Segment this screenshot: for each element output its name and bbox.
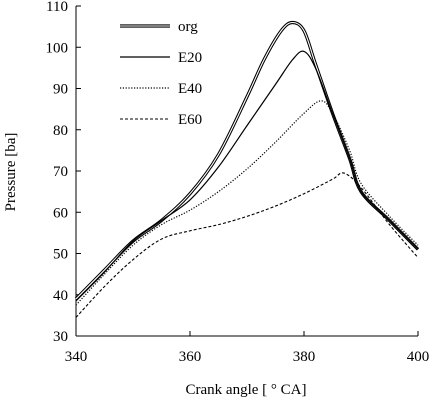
y-tick-label: 100	[46, 40, 69, 56]
legend-label-e40: E40	[178, 81, 202, 97]
legend: org E20 E40 E60	[120, 19, 202, 128]
y-tick-label: 110	[46, 0, 68, 15]
legend-label-e60: E60	[178, 112, 202, 128]
axes	[75, 6, 418, 337]
y-tick-label: 60	[53, 205, 68, 221]
series-line-e40	[75, 100, 419, 306]
legend-label-org: org	[178, 19, 198, 35]
x-tick-label: 340	[65, 349, 88, 365]
series-line-org-inner	[75, 21, 419, 300]
x-tick-label: 360	[179, 349, 202, 365]
y-tick-label: 30	[53, 329, 68, 345]
legend-label-e20: E20	[178, 50, 202, 66]
y-tick-label: 80	[53, 123, 68, 139]
y-tick-label: 90	[53, 82, 68, 98]
x-axis-label: Crank angle [ ° CA]	[186, 382, 307, 398]
y-axis-label: Pressure [ba]	[3, 133, 19, 212]
series-line-org	[74, 20, 420, 301]
y-tick-label: 70	[53, 164, 68, 180]
x-tick-label: 380	[293, 349, 316, 365]
series-line-e60	[75, 172, 419, 318]
ticks: 30 40 50 60 70 80 90 100 110 340 360 380 400	[46, 0, 430, 365]
y-tick-label: 40	[53, 288, 68, 304]
series-lines	[74, 20, 420, 318]
y-tick-label: 50	[53, 247, 68, 263]
series-line-e20	[75, 50, 419, 302]
x-tick-label: 400	[407, 349, 430, 365]
